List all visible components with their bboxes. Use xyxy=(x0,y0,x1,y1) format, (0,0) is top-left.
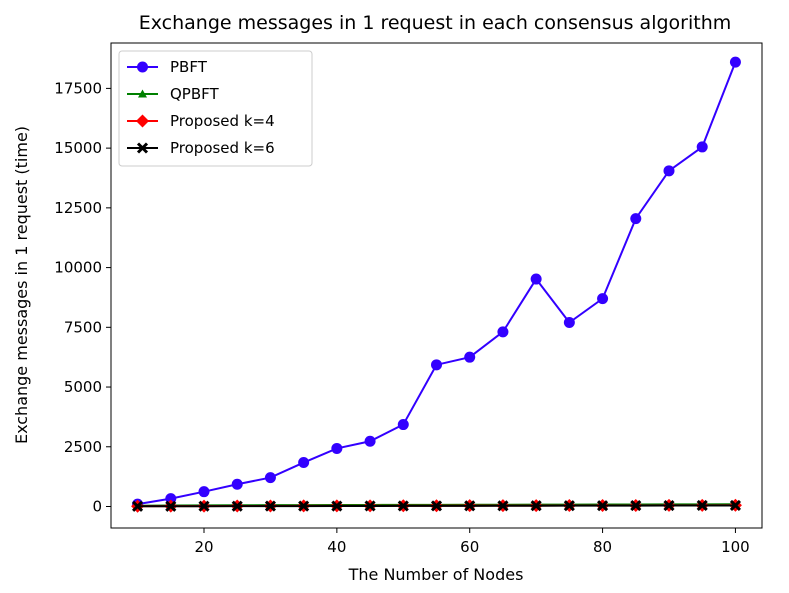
data-point-proposed-k-6 xyxy=(165,500,177,512)
plot-frame xyxy=(110,42,763,529)
data-point-pbft xyxy=(663,165,675,177)
legend-label: QPBFT xyxy=(170,85,220,103)
data-point-pbft xyxy=(364,435,376,447)
data-point-pbft xyxy=(165,493,177,505)
x-tick-label: 20 xyxy=(194,538,213,556)
data-point-pbft xyxy=(630,213,642,225)
y-axis: 0 2500 5000 7500 10000 12500 15000 17500 xyxy=(54,79,111,515)
legend-item-proposed-k-4: Proposed k=4 xyxy=(127,112,275,130)
series-layer xyxy=(131,56,742,513)
series-proposed-k-6 xyxy=(132,499,741,512)
data-point-proposed-k-6 xyxy=(430,500,443,512)
data-point-pbft xyxy=(696,141,708,153)
legend-swatch-marker xyxy=(138,89,147,98)
legend-label: PBFT xyxy=(170,58,208,76)
x-axis: 20 40 60 80 100 xyxy=(194,528,750,556)
x-tick-label: 80 xyxy=(593,538,612,556)
x-axis-label: The Number of Nodes xyxy=(348,565,524,584)
data-point-pbft xyxy=(497,326,509,338)
data-point-proposed-k-6 xyxy=(364,500,376,512)
data-point-pbft xyxy=(464,351,476,363)
data-point-proposed-k-6 xyxy=(563,500,575,512)
legend-swatch-marker xyxy=(136,142,149,154)
legend-item-qpbft: QPBFT xyxy=(127,85,220,103)
data-point-proposed-k-6 xyxy=(630,500,642,512)
y-tick-label: 5000 xyxy=(64,378,102,396)
data-point-proposed-k-6 xyxy=(530,500,542,512)
y-tick-label: 10000 xyxy=(54,259,102,277)
data-point-pbft xyxy=(597,293,609,305)
data-point-pbft xyxy=(729,56,741,68)
data-point-proposed-k-6 xyxy=(298,500,310,512)
legend-label: Proposed k=4 xyxy=(170,112,275,130)
y-tick-label: 12500 xyxy=(54,199,102,217)
data-point-proposed-k-6 xyxy=(132,500,144,512)
data-point-pbft xyxy=(331,442,343,454)
legend-label: Proposed k=6 xyxy=(170,139,275,157)
series-pbft xyxy=(132,56,741,510)
data-point-pbft xyxy=(231,478,243,490)
y-axis-label: Exchange messages in 1 request (time) xyxy=(12,126,31,444)
y-tick-label: 0 xyxy=(92,497,102,515)
data-point-pbft xyxy=(264,472,276,484)
data-point-pbft xyxy=(530,273,542,285)
x-tick-label: 100 xyxy=(721,538,750,556)
data-point-pbft xyxy=(431,359,442,371)
data-point-pbft xyxy=(397,419,409,431)
y-tick-label: 7500 xyxy=(64,318,102,336)
x-tick-label: 40 xyxy=(327,538,346,556)
legend-item-proposed-k-6: Proposed k=6 xyxy=(127,139,275,157)
data-point-proposed-k-6 xyxy=(729,499,741,512)
y-tick-label: 17500 xyxy=(54,79,102,97)
legend: PBFT QPBFT Proposed k=4 Proposed k=6 xyxy=(118,50,313,167)
data-point-pbft xyxy=(563,317,575,329)
data-point-proposed-k-6 xyxy=(198,500,210,512)
data-point-proposed-k-6 xyxy=(497,500,509,512)
data-point-proposed-k-6 xyxy=(696,499,708,512)
data-point-proposed-k-6 xyxy=(331,500,343,512)
data-point-proposed-k-6 xyxy=(597,500,609,512)
data-point-pbft xyxy=(298,457,310,469)
legend-box xyxy=(118,50,313,167)
data-point-proposed-k-6 xyxy=(663,499,675,512)
data-point-proposed-k-6 xyxy=(397,500,409,512)
legend-swatch-marker xyxy=(136,114,149,128)
data-point-proposed-k-6 xyxy=(464,500,476,512)
y-tick-label: 2500 xyxy=(64,438,102,456)
legend-swatch-marker xyxy=(137,61,148,73)
x-tick-label: 60 xyxy=(460,538,479,556)
legend-item-pbft: PBFT xyxy=(127,58,208,76)
y-tick-label: 15000 xyxy=(54,139,102,157)
data-point-proposed-k-6 xyxy=(231,500,243,512)
data-point-pbft xyxy=(198,486,210,498)
chart-title: Exchange messages in 1 request in each c… xyxy=(139,12,732,34)
data-point-proposed-k-6 xyxy=(264,500,276,512)
